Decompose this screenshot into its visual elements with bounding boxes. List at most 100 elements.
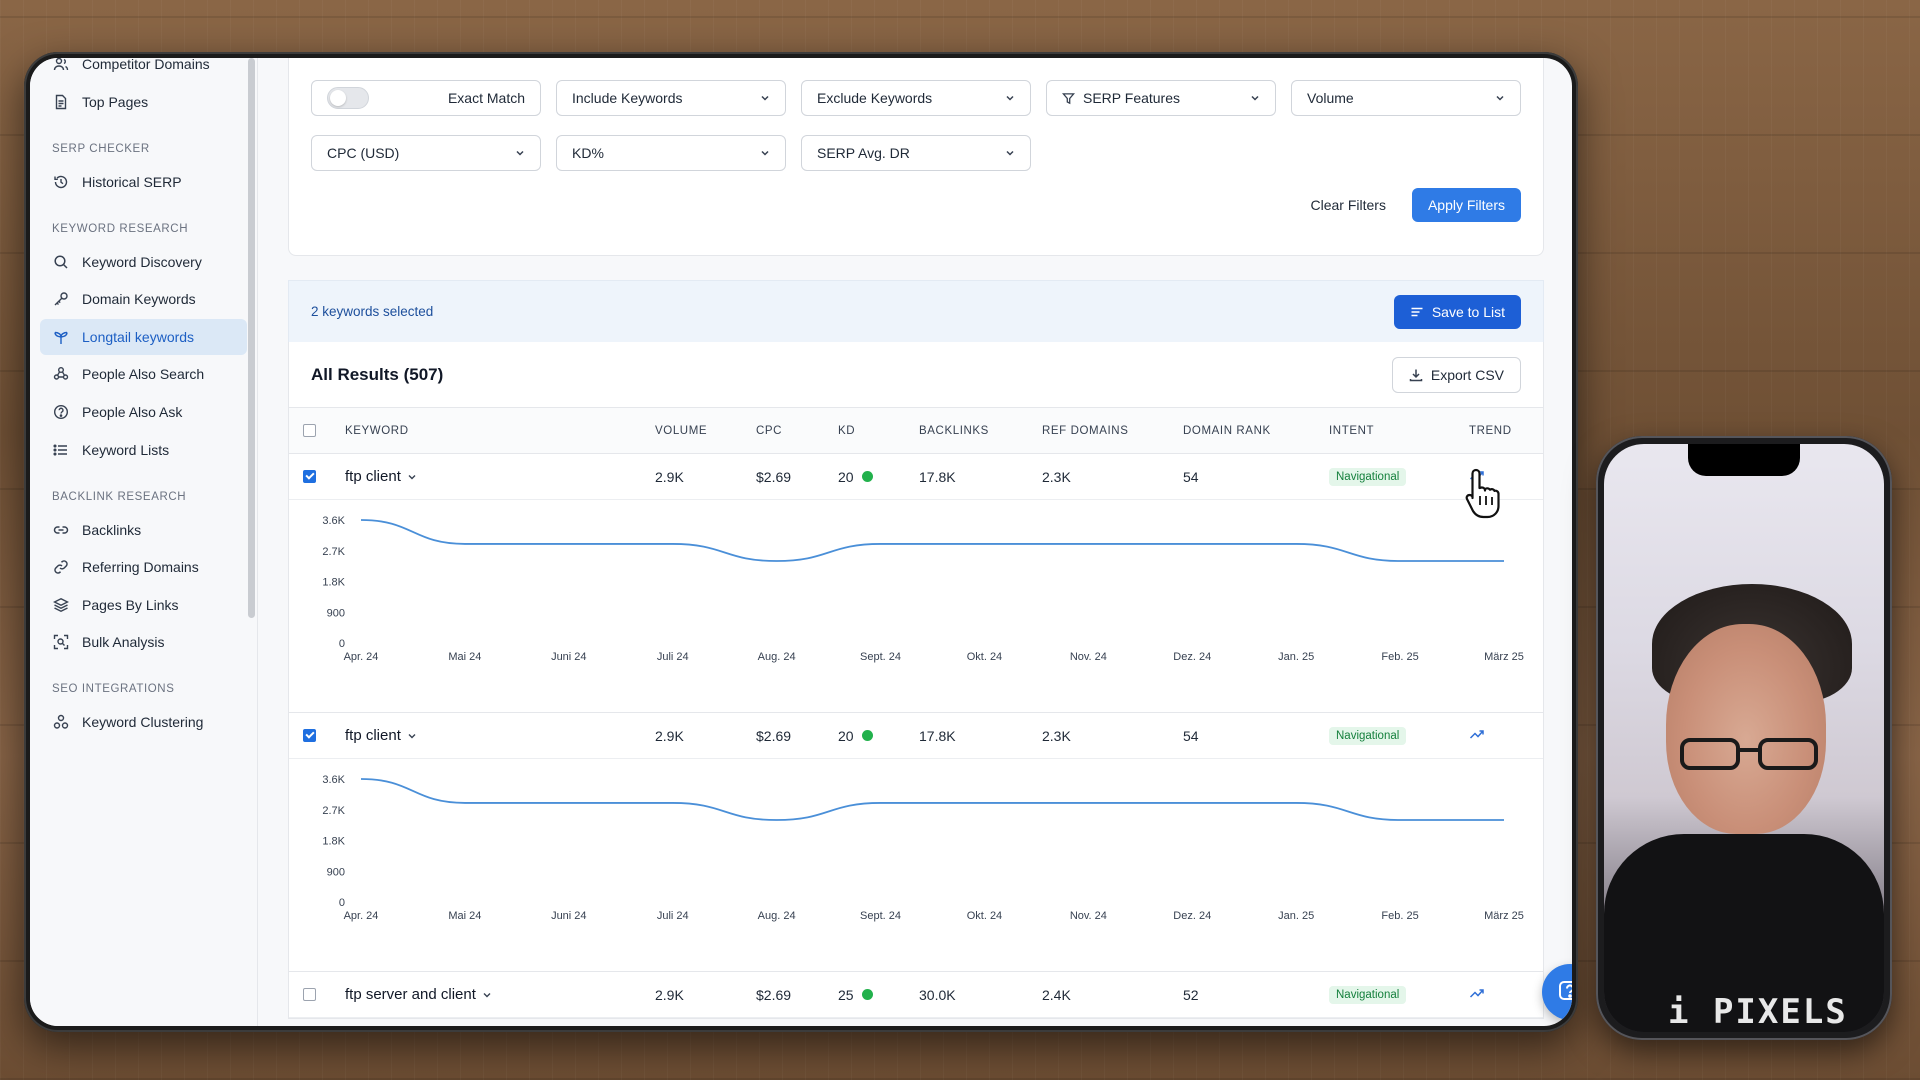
sidebar-item-referring-domains[interactable]: Referring Domains — [40, 549, 247, 585]
sidebar-item-longtail-keywords[interactable]: Longtail keywords — [40, 318, 247, 355]
sidebar-item-label: People Also Search — [82, 366, 205, 383]
table-row[interactable]: ftp client 2.9K $2.69 20 17.8K 2.3K 54 N… — [289, 713, 1543, 759]
sidebar-item-label: Historical SERP — [82, 173, 182, 190]
table-row[interactable]: ftp client 2.9K $2.69 20 17.8K 2.3K 54 N… — [289, 454, 1543, 500]
export-csv-label: Export CSV — [1430, 366, 1504, 383]
chevron-down-icon — [761, 95, 769, 101]
serp-features-dropdown[interactable]: SERP Features — [1046, 80, 1276, 116]
x-tick-label: Dez. 24 — [1173, 651, 1211, 663]
sidebar-item-people-also-ask[interactable]: People Also Ask — [40, 394, 247, 430]
sidebar-item-backlinks[interactable]: Backlinks — [40, 512, 247, 548]
volume-cell: 2.9K — [655, 468, 684, 485]
col-ref-domains[interactable]: REF DOMAINS — [1042, 424, 1129, 437]
select-all-checkbox[interactable] — [303, 424, 316, 437]
sidebar-item-keyword-lists[interactable]: Keyword Lists — [40, 432, 247, 468]
cpc-dropdown[interactable]: CPC (USD) — [311, 135, 541, 171]
sidebar-item-keyword-discovery[interactable]: Keyword Discovery — [40, 244, 247, 280]
col-backlinks[interactable]: BACKLINKS — [919, 424, 989, 437]
x-tick-label: Okt. 24 — [967, 910, 1002, 922]
trend-icon[interactable] — [1469, 726, 1485, 742]
chevron-down-icon — [516, 150, 524, 156]
clear-filters-button[interactable]: Clear Filters — [1310, 197, 1386, 213]
chevron-down-icon[interactable] — [482, 990, 492, 1000]
filters-panel: Exact Match Include Keywords Exclude Key… — [288, 58, 1544, 256]
col-keyword[interactable]: KEYWORD — [345, 424, 409, 437]
sidebar: Competitor Domains Top Pages SERP CHECKE… — [30, 58, 258, 1026]
sidebar-item-label: Competitor Domains — [82, 58, 210, 72]
sidebar-item-competitor-domains[interactable]: Competitor Domains — [40, 58, 247, 82]
col-domain-rank[interactable]: DOMAIN RANK — [1183, 424, 1271, 437]
cpc-cell: $2.69 — [756, 468, 792, 485]
sidebar-item-pages-by-links[interactable]: Pages By Links — [40, 587, 247, 623]
help-icon — [1559, 981, 1572, 1000]
apply-filters-button[interactable]: Apply Filters — [1411, 188, 1521, 222]
keyword-cell[interactable]: ftp client — [345, 727, 655, 744]
dropdown-label: Exclude Keywords — [817, 90, 933, 106]
toggle-switch[interactable] — [327, 87, 369, 109]
sidebar-item-historical-serp[interactable]: Historical SERP — [40, 164, 247, 200]
col-kd[interactable]: KD — [838, 424, 856, 437]
row-checkbox[interactable] — [303, 988, 316, 1001]
x-tick-label: Feb. 25 — [1381, 910, 1418, 922]
row-checkbox[interactable] — [303, 729, 316, 742]
save-to-list-button[interactable]: Save to List — [1393, 294, 1521, 329]
dropdown-label: SERP Avg. DR — [817, 145, 910, 161]
webcam-video: i PIXELS — [1604, 444, 1884, 1032]
sidebar-scrollbar[interactable] — [248, 58, 255, 618]
chevron-down-icon[interactable] — [407, 472, 417, 482]
serp-avg-dr-dropdown[interactable]: SERP Avg. DR — [801, 135, 1031, 171]
sidebar-item-bulk-analysis[interactable]: Bulk Analysis — [40, 624, 247, 660]
phone-notch — [1688, 444, 1800, 476]
sidebar-item-people-also-search[interactable]: People Also Search — [40, 356, 247, 392]
y-tick-label: 0 — [339, 638, 345, 650]
trend-icon[interactable] — [1469, 985, 1485, 1001]
keyword-cell[interactable]: ftp server and client — [345, 986, 655, 1003]
branch-icon — [52, 328, 70, 346]
volume-dropdown[interactable]: Volume — [1291, 80, 1521, 116]
sidebar-item-top-pages[interactable]: Top Pages — [40, 84, 247, 120]
layers-icon — [52, 596, 70, 614]
keyword-cell[interactable]: ftp client — [345, 468, 655, 485]
y-tick-label: 3.6K — [322, 515, 345, 527]
chevron-down-icon — [761, 150, 769, 156]
chevron-down-icon[interactable] — [407, 731, 417, 741]
backlinks-cell: 30.0K — [919, 986, 956, 1003]
y-tick-label: 2.7K — [322, 546, 345, 558]
keyword-text: ftp client — [345, 468, 401, 485]
users-icon — [52, 58, 70, 73]
ref-domains-cell: 2.3K — [1042, 727, 1071, 744]
selection-count: 2 keywords selected — [311, 304, 434, 319]
x-tick-label: Okt. 24 — [967, 651, 1002, 663]
export-csv-button[interactable]: Export CSV — [1391, 356, 1521, 393]
backlinks-cell: 17.8K — [919, 727, 956, 744]
exclude-keywords-dropdown[interactable]: Exclude Keywords — [801, 80, 1031, 116]
col-intent[interactable]: INTENT — [1329, 424, 1375, 437]
row-checkbox[interactable] — [303, 470, 316, 483]
sidebar-item-label: Bulk Analysis — [82, 634, 165, 651]
table-row[interactable]: ftp server and client 2.9K $2.69 25 30.0… — [289, 972, 1543, 1018]
x-tick-label: Apr. 24 — [344, 910, 379, 922]
col-cpc[interactable]: CPC — [756, 424, 783, 437]
intent-badge: Navigational — [1329, 986, 1407, 1004]
col-volume[interactable]: VOLUME — [655, 424, 708, 437]
chevron-down-icon — [1251, 95, 1259, 101]
sidebar-item-domain-keywords[interactable]: Domain Keywords — [40, 281, 247, 317]
y-tick-label: 1.8K — [322, 836, 345, 848]
x-tick-label: März 25 — [1484, 651, 1524, 663]
sidebar-section-title: KEYWORD RESEARCH — [52, 222, 189, 235]
y-tick-label: 2.7K — [322, 805, 345, 817]
sidebar-item-label: People Also Ask — [82, 403, 183, 420]
list-icon — [52, 441, 70, 459]
x-tick-label: Jan. 25 — [1278, 910, 1314, 922]
person-face — [1666, 624, 1826, 834]
intent-badge: Navigational — [1329, 468, 1407, 486]
sidebar-item-keyword-clustering[interactable]: Keyword Clustering — [40, 704, 247, 740]
x-tick-label: Sept. 24 — [860, 910, 901, 922]
kd-dropdown[interactable]: KD% — [556, 135, 786, 171]
trend-line — [360, 519, 1504, 562]
sidebar-item-label: Keyword Lists — [82, 441, 170, 458]
include-keywords-dropdown[interactable]: Include Keywords — [556, 80, 786, 116]
chain-icon — [52, 558, 70, 576]
exact-match-toggle[interactable]: Exact Match — [311, 80, 541, 116]
kd-value: 20 — [838, 468, 854, 485]
